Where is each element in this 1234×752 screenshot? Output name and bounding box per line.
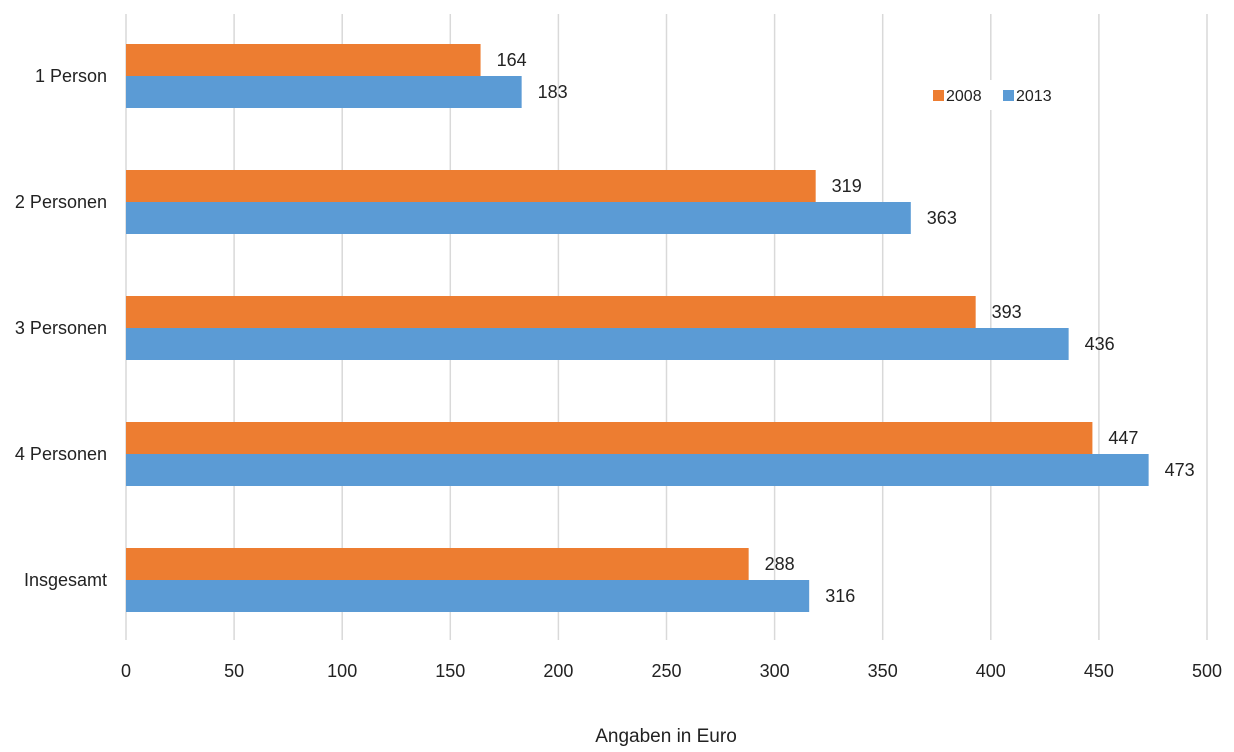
bar-2008 [126,170,816,202]
x-tick-label: 350 [868,661,898,681]
data-label-2008: 447 [1108,428,1138,448]
x-tick-label: 100 [327,661,357,681]
x-tick-label: 400 [976,661,1006,681]
x-tick-label: 0 [121,661,131,681]
data-label-2013: 363 [927,208,957,228]
x-tick-label: 500 [1192,661,1222,681]
bars [126,44,1149,612]
category-label: 2 Personen [15,192,107,212]
data-labels: 164 183 319 363 393 436 447 473 288 316 [497,50,1195,606]
category-label: Insgesamt [24,570,107,590]
bar-2013 [126,76,522,108]
x-tick-label: 300 [760,661,790,681]
bar-2008 [126,44,481,76]
legend-background [925,80,1075,110]
x-axis-ticks: 0 50 100 150 200 250 300 350 400 450 500 [121,661,1222,681]
bar-2013 [126,202,911,234]
legend-label-2013: 2013 [1016,88,1052,105]
x-tick-label: 50 [224,661,244,681]
bar-2013 [126,454,1149,486]
category-label: 4 Personen [15,444,107,464]
legend: 2008 2013 [925,80,1075,110]
bar-2008 [126,422,1093,454]
data-label-2013: 316 [825,586,855,606]
x-tick-label: 150 [435,661,465,681]
data-label-2013: 436 [1085,334,1115,354]
data-label-2008: 319 [832,176,862,196]
bar-2008 [126,296,976,328]
legend-label-2008: 2008 [946,88,982,105]
x-tick-label: 250 [651,661,681,681]
data-label-2008: 288 [765,554,795,574]
bar-2013 [126,580,810,612]
data-label-2008: 393 [992,302,1022,322]
legend-swatch-2008 [933,90,944,101]
category-label: 3 Personen [15,318,107,338]
data-label-2013: 183 [538,82,568,102]
category-labels: 1 Person 2 Personen 3 Personen 4 Personen In… [15,66,107,590]
x-axis-title: Angaben in Euro [595,726,737,747]
data-label-2008: 164 [497,50,527,70]
x-tick-label: 200 [543,661,573,681]
data-label-2013: 473 [1165,460,1195,480]
x-tick-label: 450 [1084,661,1114,681]
category-label: 1 Person [35,66,107,86]
legend-swatch-2013 [1003,90,1014,101]
bar-2013 [126,328,1069,360]
bar-2008 [126,548,749,580]
